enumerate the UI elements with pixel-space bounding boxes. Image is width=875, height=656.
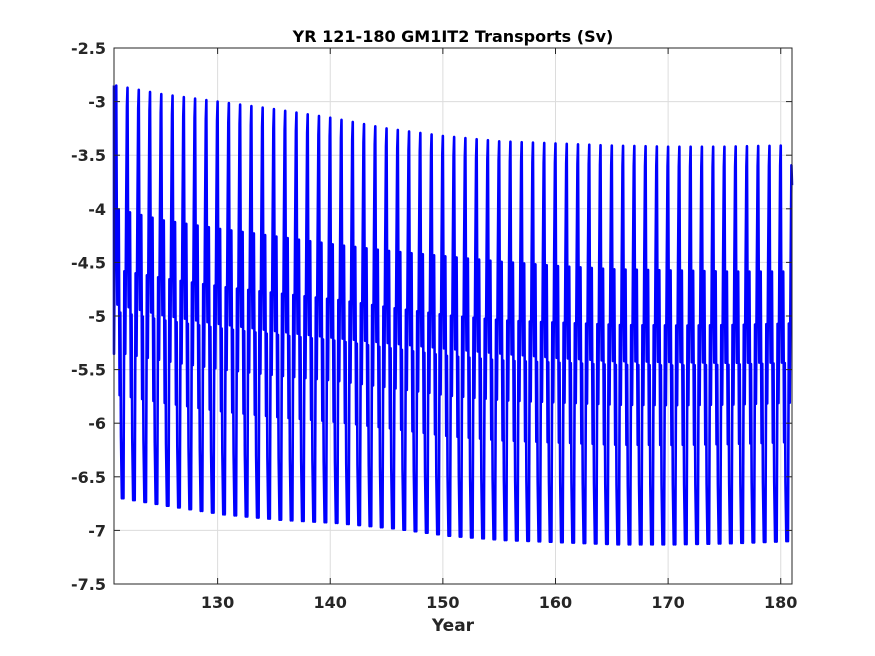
x-tick-label: 140 bbox=[314, 593, 347, 612]
x-tick-label: 130 bbox=[201, 593, 234, 612]
y-tick-label: -7 bbox=[88, 521, 106, 540]
y-tick-label: -5 bbox=[88, 307, 106, 326]
x-tick-label: 150 bbox=[426, 593, 459, 612]
series-layer bbox=[112, 84, 794, 546]
tick-marks bbox=[114, 47, 792, 585]
x-tick-label: 180 bbox=[764, 593, 797, 612]
y-tick-labels: -2.5 -3 -3.5 -4 -4.5 -5 -5.5 -6 -6.5 -7 -7.5 bbox=[71, 39, 106, 594]
y-tick-label: -5.5 bbox=[71, 361, 106, 380]
y-tick-label: -2.5 bbox=[71, 39, 106, 58]
x-tick-labels: 130 140 150 160 170 180 bbox=[201, 593, 798, 612]
chart-title: YR 121-180 GM1IT2 Transports (Sv) bbox=[292, 27, 614, 46]
x-tick-label: 170 bbox=[651, 593, 684, 612]
y-tick-label: -3.5 bbox=[71, 146, 106, 165]
y-tick-label: -6 bbox=[88, 414, 106, 433]
series-line bbox=[112, 84, 794, 546]
y-tick-label: -4 bbox=[88, 200, 106, 219]
x-axis-label: Year bbox=[431, 616, 475, 636]
y-tick-label: -6.5 bbox=[71, 468, 106, 487]
y-tick-label: -3 bbox=[88, 93, 106, 112]
x-tick-label: 160 bbox=[539, 593, 572, 612]
y-tick-label: -7.5 bbox=[71, 575, 106, 594]
y-tick-label: -4.5 bbox=[71, 253, 106, 272]
